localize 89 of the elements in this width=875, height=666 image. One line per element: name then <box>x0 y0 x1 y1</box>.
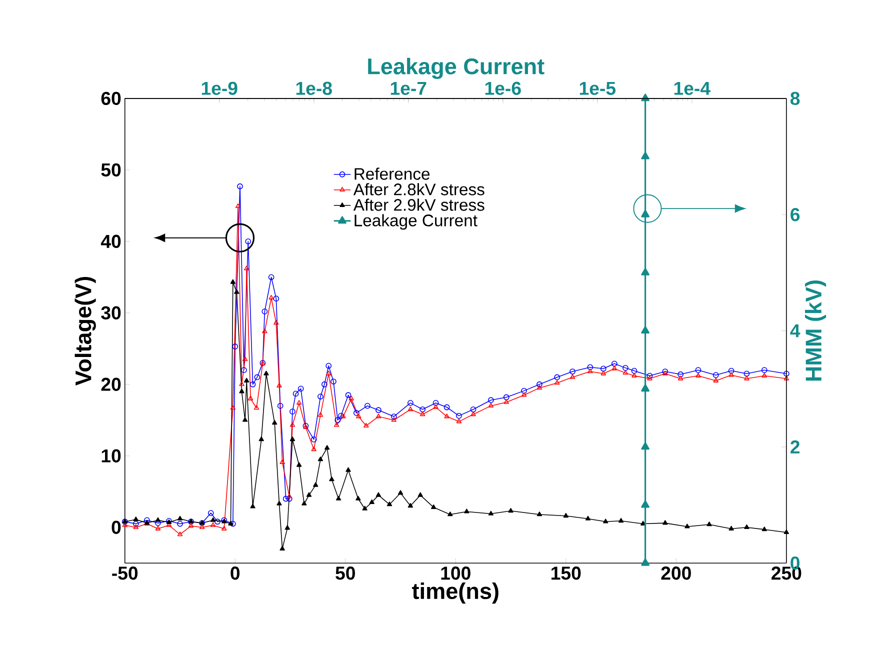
x-tick-label: 0 <box>230 566 240 580</box>
y-tick-label: 10 <box>102 449 121 462</box>
point <box>744 524 750 529</box>
x-axis-title: time(ns) <box>412 582 498 604</box>
point <box>239 388 244 393</box>
point <box>408 502 414 508</box>
point <box>336 496 342 500</box>
x-tick-label: 100 <box>441 566 470 580</box>
point <box>641 326 650 334</box>
point <box>706 521 712 526</box>
point <box>464 508 470 514</box>
x2-tick-label: 1e-4 <box>674 82 710 95</box>
point <box>276 500 282 506</box>
point <box>290 436 296 441</box>
point <box>418 492 423 497</box>
point <box>346 466 351 472</box>
x2-axis-title: Leakage Current <box>368 58 544 79</box>
point <box>376 492 382 497</box>
y2-tick-label: 6 <box>790 208 800 221</box>
point <box>244 378 250 382</box>
x-tick-label: 150 <box>552 566 581 580</box>
y-tick-label: 50 <box>101 163 121 176</box>
point <box>585 516 591 520</box>
point <box>641 558 650 566</box>
point <box>398 490 404 494</box>
legend-label: After 2.9kV stress <box>353 198 484 211</box>
point <box>762 526 767 531</box>
y-tick-label: 30 <box>101 306 121 320</box>
y2-tick-label: 2 <box>790 440 800 454</box>
y-axis-title: Voltage(V) <box>74 276 96 386</box>
point <box>230 278 236 284</box>
point <box>448 511 453 516</box>
point <box>641 210 650 218</box>
point <box>324 444 330 450</box>
point <box>250 503 256 508</box>
point <box>329 476 334 481</box>
point <box>386 501 392 506</box>
point <box>228 520 234 526</box>
point <box>641 152 650 160</box>
legend-label: Reference <box>354 167 430 180</box>
y-tick-label: 20 <box>101 378 121 391</box>
point <box>133 516 138 521</box>
y2-axis-title: HMM (kV) <box>805 280 826 380</box>
y2-tick-label: 8 <box>790 92 800 105</box>
point <box>488 510 494 516</box>
point <box>210 517 216 522</box>
point <box>258 436 264 441</box>
point <box>641 384 650 392</box>
point <box>602 518 608 524</box>
point <box>563 512 569 518</box>
point <box>280 546 285 550</box>
point <box>618 518 624 522</box>
point <box>284 524 290 530</box>
x2-tick-label: 1e-7 <box>390 82 426 95</box>
y-tick-label: 60 <box>101 92 121 105</box>
point <box>296 462 302 467</box>
point <box>306 492 312 497</box>
y2-tick-label: 4 <box>790 324 800 337</box>
point <box>684 523 690 528</box>
x2-tick-label: 1e-5 <box>580 82 616 95</box>
point <box>728 526 734 530</box>
x-tick-label: 50 <box>336 566 355 580</box>
x2-tick-label: 1e-6 <box>485 82 521 95</box>
point <box>641 268 650 276</box>
point <box>234 288 240 294</box>
point <box>536 511 542 516</box>
y-tick-label: 40 <box>100 234 121 248</box>
x-tick-label: -50 <box>112 566 138 580</box>
point <box>356 496 361 500</box>
point <box>272 420 278 424</box>
x2-tick-label: 1e-9 <box>202 82 238 95</box>
point <box>177 516 183 520</box>
point <box>313 482 318 487</box>
point <box>641 442 650 450</box>
point <box>155 517 161 522</box>
point <box>508 508 514 512</box>
legend-label: After 2.8kV stress <box>353 182 484 196</box>
point <box>641 500 650 508</box>
legend-label: Leakage Current <box>354 214 478 230</box>
point <box>362 506 368 510</box>
point <box>662 520 668 525</box>
y-tick-label: 0 <box>112 520 121 534</box>
point <box>302 500 307 506</box>
point <box>430 504 436 509</box>
point <box>318 456 324 461</box>
x-tick-label: 200 <box>661 566 691 580</box>
x2-tick-label: 1e-8 <box>296 82 332 95</box>
point <box>264 370 269 376</box>
point <box>369 499 374 504</box>
